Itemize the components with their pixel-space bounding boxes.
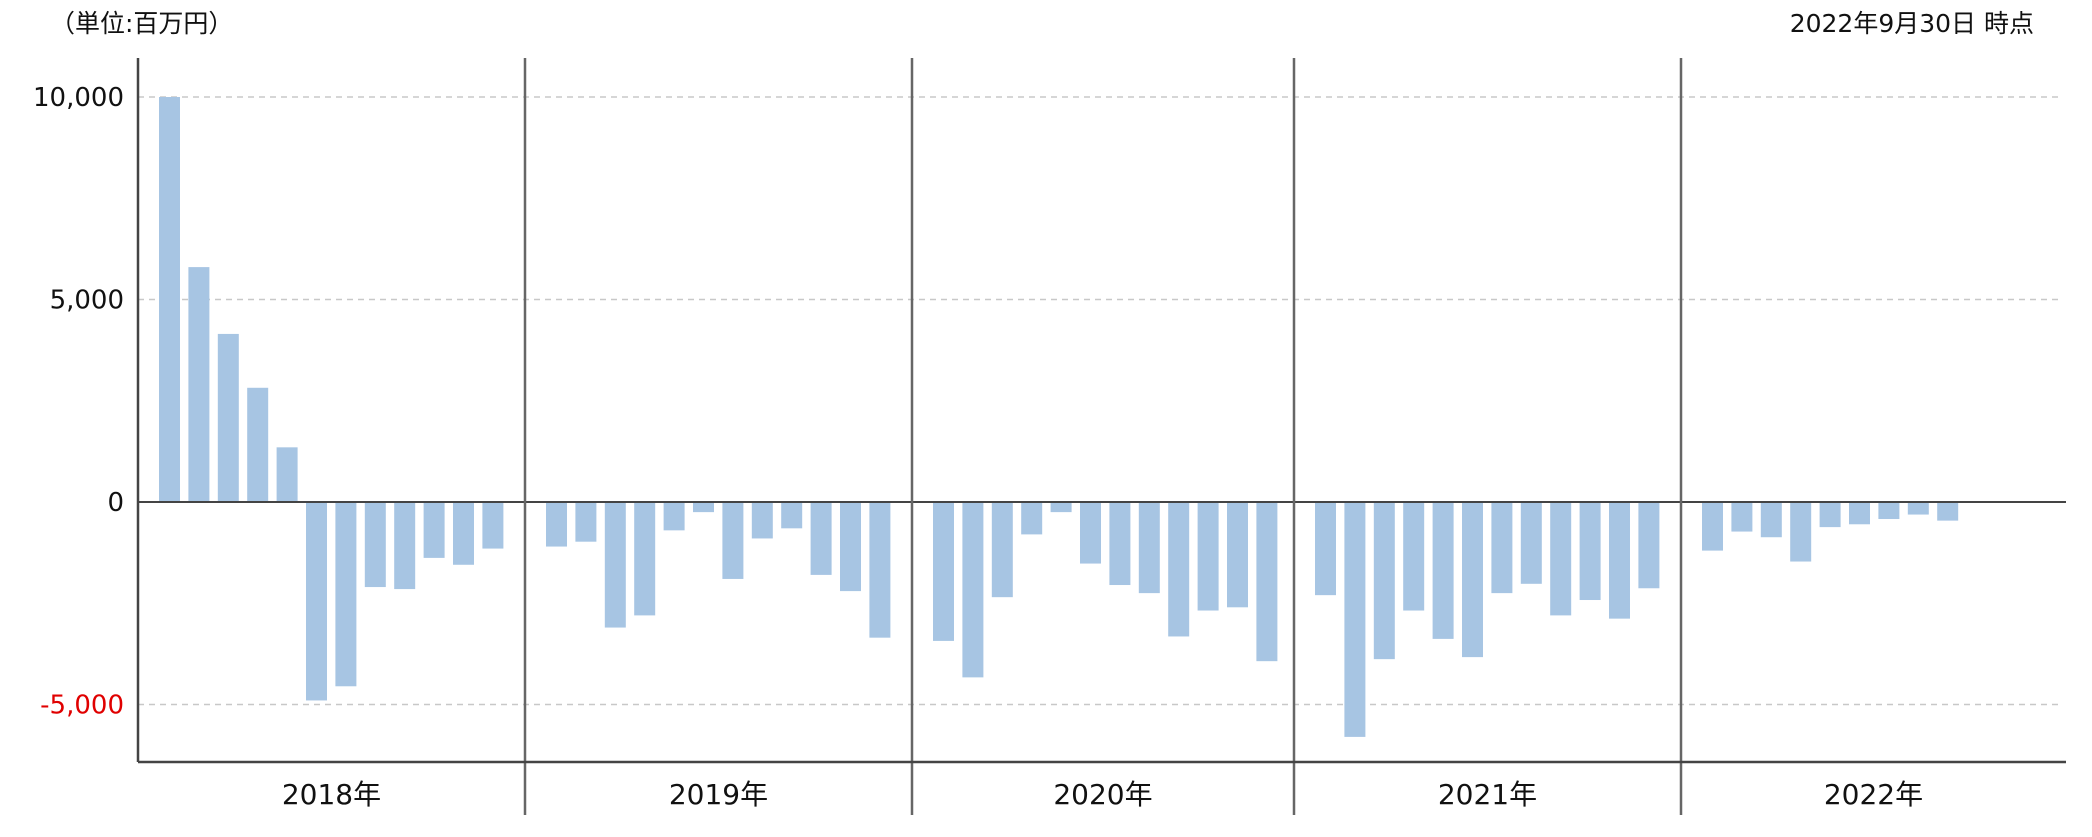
bar [335, 502, 357, 687]
bar [1937, 502, 1959, 521]
y-tick-label: 0 [107, 488, 124, 518]
bar [751, 502, 773, 539]
bar [722, 502, 744, 579]
bar [1849, 502, 1870, 525]
bar [1197, 502, 1219, 611]
bar [1878, 502, 1900, 520]
bar [423, 502, 445, 558]
bar [840, 502, 861, 592]
bar [1462, 502, 1483, 658]
bar [1373, 502, 1395, 660]
bar [1432, 502, 1454, 639]
as-of-date-note: 2022年9月30日 時点 [1789, 9, 2034, 38]
bar [159, 97, 180, 502]
year-label: 2018年 [282, 778, 381, 811]
bar [1403, 502, 1425, 611]
bar [1550, 502, 1572, 616]
bar [575, 502, 597, 542]
bar [781, 502, 803, 529]
bar [1315, 502, 1336, 596]
year-label: 2021年 [1438, 778, 1537, 811]
bar [1021, 502, 1043, 535]
bar [933, 502, 954, 641]
bar [1256, 502, 1278, 662]
bar [1138, 502, 1160, 594]
bar [1819, 502, 1841, 528]
bar [634, 502, 656, 616]
bar [1168, 502, 1190, 637]
bar [1907, 502, 1929, 515]
bar [482, 502, 504, 549]
bar [1227, 502, 1248, 608]
year-label: 2019年 [669, 778, 768, 811]
y-tick-label: 5,000 [50, 286, 124, 316]
bar [1638, 502, 1660, 589]
y-tick-label: -5,000 [40, 691, 124, 721]
bar [1702, 502, 1723, 551]
bar [869, 502, 891, 638]
bar [1050, 502, 1072, 513]
bar [1109, 502, 1131, 586]
unit-note: （単位:百万円） [50, 9, 234, 38]
bar [276, 447, 298, 502]
bar [364, 502, 386, 588]
bar [247, 387, 269, 502]
bar [991, 502, 1013, 598]
bar [962, 502, 984, 678]
bar [453, 502, 474, 565]
bar [217, 333, 239, 502]
bar [1520, 502, 1542, 584]
year-label: 2020年 [1053, 778, 1152, 811]
bar [1760, 502, 1782, 538]
bar [546, 502, 567, 547]
bar [1731, 502, 1753, 532]
bar [693, 502, 714, 513]
bar [306, 502, 327, 701]
bar [663, 502, 685, 531]
year-label: 2022年 [1824, 778, 1923, 811]
bar [810, 502, 832, 575]
y-tick-label: 10,000 [33, 83, 124, 113]
bar [604, 502, 626, 628]
bar [1790, 502, 1812, 562]
bar [1080, 502, 1101, 564]
bar [1491, 502, 1513, 594]
bar [1579, 502, 1601, 601]
bar [1609, 502, 1630, 619]
bar [1344, 502, 1366, 737]
bar [394, 502, 416, 590]
bar [188, 267, 210, 502]
